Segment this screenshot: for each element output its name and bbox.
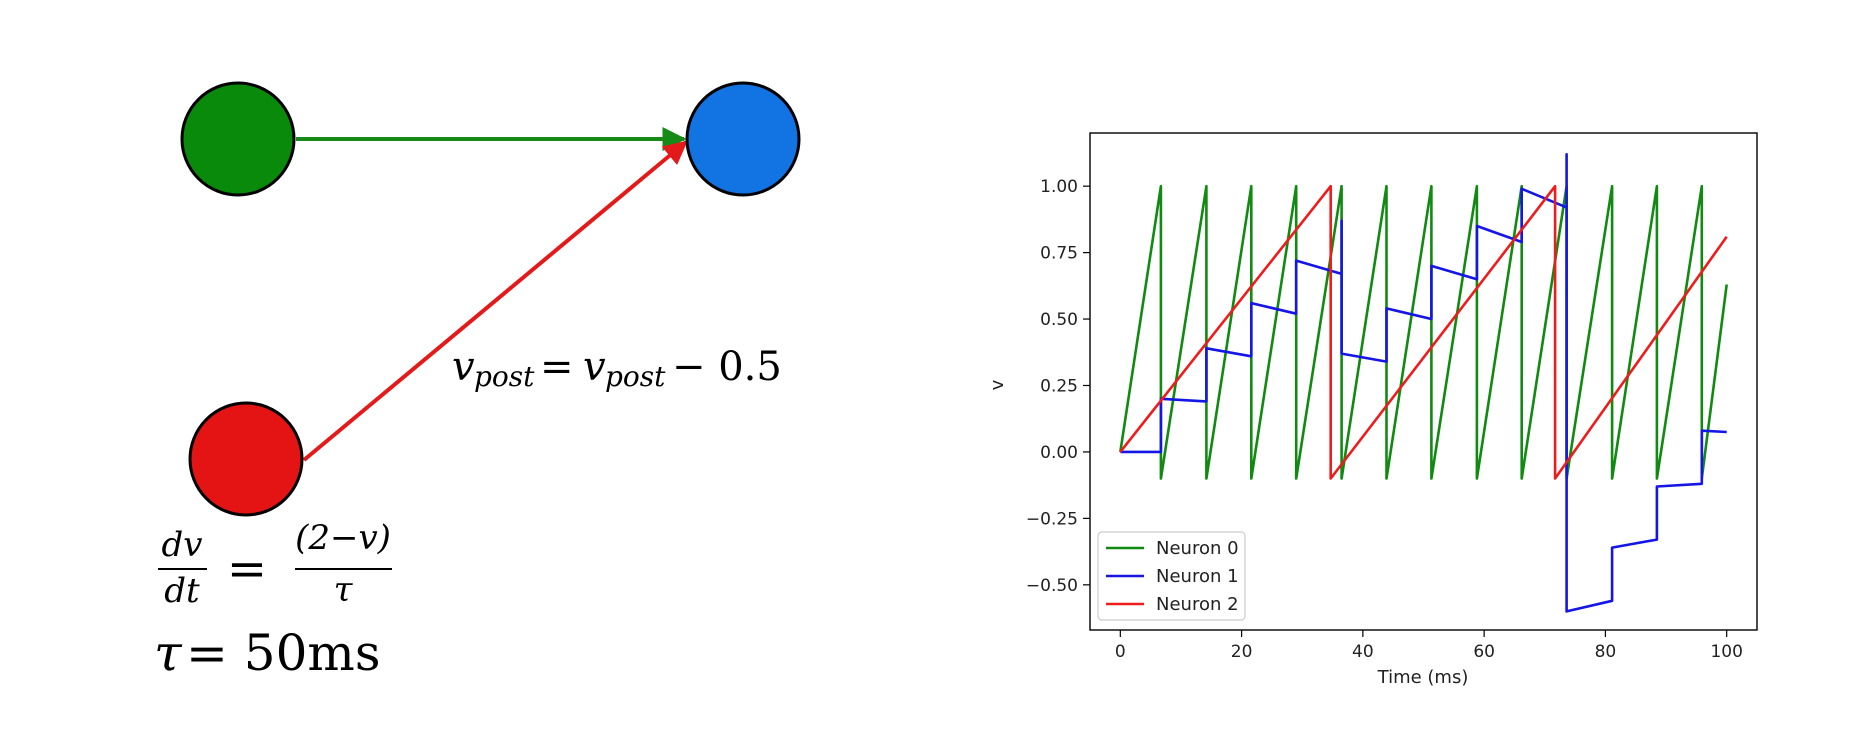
y-tick-label: 1.00 — [1040, 177, 1078, 197]
x-tick-label: 20 — [1231, 642, 1253, 662]
edge-label-reset-rule: v post = v post − 0.5 — [452, 344, 782, 393]
plot-frame — [1089, 132, 1758, 631]
neuron-green — [180, 81, 296, 197]
tau-label: τ = 50ms — [154, 624, 380, 682]
network-diagram: v post = v post − 0.5 dv dt = (2−v) τ τ … — [154, 81, 801, 682]
voltage-chart: 0 20 40 60 80 100 −0.50 −0.25 0.00 0.25 0.50 0.75 1… — [987, 132, 1758, 688]
equation-den-right: τ — [334, 570, 354, 610]
series-line-neuron-0 — [1119, 184, 1728, 480]
x-axis-label: Time (ms) — [1377, 667, 1469, 688]
edge-label-minus-value: − 0.5 — [672, 344, 782, 390]
equation-num-right: (2−v) — [295, 518, 391, 558]
x-tick-label: 80 — [1595, 642, 1617, 662]
chart-series-group — [1119, 153, 1728, 613]
equation-equals: = — [227, 541, 267, 597]
legend-label-neuron-0: Neuron 0 — [1156, 538, 1239, 559]
legend-box — [1097, 531, 1246, 621]
x-tick-label: 60 — [1473, 642, 1495, 662]
edge-label-rhs: v — [583, 344, 606, 390]
edge-red-to-blue — [302, 140, 688, 462]
edge-label-lhs: v — [452, 344, 475, 390]
x-axis: 0 20 40 60 80 100 — [1115, 630, 1743, 662]
legend-label-neuron-2: Neuron 2 — [1156, 594, 1239, 615]
y-tick-label: −0.25 — [1026, 509, 1078, 529]
legend-label-neuron-1: Neuron 1 — [1156, 566, 1239, 587]
y-tick-label: 0.50 — [1040, 310, 1078, 330]
x-tick-label: 100 — [1710, 642, 1742, 662]
edge-label-equals: = — [540, 344, 574, 390]
membrane-equation: dv dt = (2−v) τ — [158, 518, 392, 611]
series-line-neuron-2 — [1119, 184, 1728, 480]
y-axis-label: v — [987, 379, 1008, 390]
equation-num-left: dv — [162, 525, 203, 565]
edge-label-rhs-sub: post — [605, 360, 666, 393]
neuron-red — [188, 401, 304, 517]
x-tick-label: 0 — [1115, 642, 1126, 662]
tau-symbol: τ — [154, 624, 183, 682]
y-axis: −0.50 −0.25 0.00 0.25 0.50 0.75 1.00 — [1026, 177, 1090, 596]
equation-den-left: dt — [164, 571, 200, 611]
x-tick-label: 40 — [1352, 642, 1374, 662]
y-tick-label: 0.75 — [1040, 244, 1078, 264]
y-tick-label: 0.00 — [1040, 443, 1078, 463]
series-line-neuron-1 — [1120, 153, 1727, 613]
y-tick-label: −0.50 — [1026, 576, 1078, 596]
y-tick-label: 0.25 — [1040, 376, 1078, 396]
neuron-blue — [685, 81, 801, 197]
tau-value: = 50ms — [186, 624, 380, 682]
chart-legend: Neuron 0 Neuron 1 Neuron 2 — [1097, 531, 1246, 621]
edge-label-lhs-sub: post — [474, 360, 535, 393]
